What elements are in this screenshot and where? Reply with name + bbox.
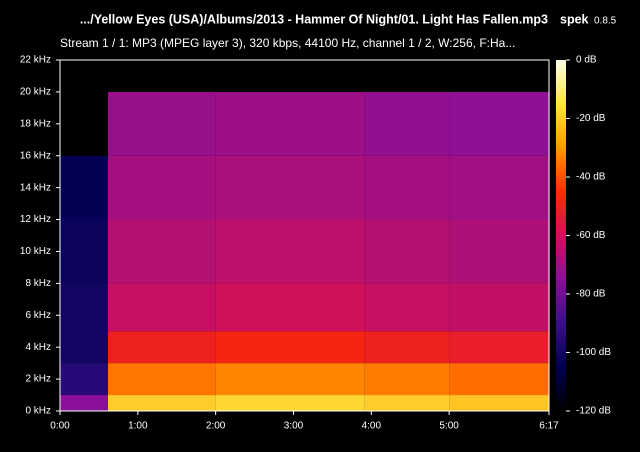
colorbar-tick-label: -40 dB (576, 172, 606, 183)
chart-subtitle: Stream 1 / 1: MP3 (MPEG layer 3), 320 kb… (60, 36, 515, 50)
colorbar-tick-label: -60 dB (576, 230, 606, 241)
x-tick-label: 3:00 (284, 421, 304, 432)
y-tick-label: 22 kHz (20, 55, 51, 66)
y-tick-label: 4 kHz (25, 342, 51, 353)
heatmap-cell (60, 219, 108, 284)
heatmap-cell (107, 219, 216, 284)
heatmap-cell (60, 60, 108, 92)
y-tick-label: 2 kHz (25, 374, 51, 385)
heatmap-cell (215, 395, 365, 411)
y-tick-label: 10 kHz (20, 246, 51, 257)
y-tick-label: 6 kHz (25, 310, 51, 321)
heatmap-cell (364, 155, 450, 220)
heatmap-cell (364, 283, 450, 332)
x-tick-label: 5:00 (439, 421, 459, 432)
heatmap-cell (60, 363, 108, 396)
heatmap-cell (107, 60, 216, 92)
x-tick-label: 4:00 (362, 421, 382, 432)
y-tick-label: 14 kHz (20, 182, 51, 193)
colorbar-tick-label: -120 dB (576, 406, 611, 417)
heatmap (60, 60, 549, 411)
heatmap-cell (215, 60, 365, 92)
heatmap-cell (364, 91, 450, 156)
x-tick-label: 1:00 (128, 421, 148, 432)
heatmap-cell (364, 395, 450, 411)
heatmap-cell (449, 331, 549, 364)
heatmap-cell (107, 363, 216, 396)
colorbar-tick-label: -100 dB (576, 347, 611, 358)
heatmap-cell (364, 363, 450, 396)
app-version: 0.8.5 (594, 16, 617, 27)
heatmap-cell (215, 91, 365, 156)
y-tick-label: 16 kHz (20, 150, 51, 161)
heatmap-cell (60, 283, 108, 332)
heatmap-cell (215, 219, 365, 284)
heatmap-cell (449, 60, 549, 92)
plot-frame (59, 59, 550, 412)
x-tick-label: 2:00 (206, 421, 226, 432)
heatmap-cell (215, 331, 365, 364)
chart-title: .../Yellow Eyes (USA)/Albums/2013 - Hamm… (80, 12, 548, 26)
heatmap-cell (449, 155, 549, 220)
heatmap-cell (60, 331, 108, 364)
colorbar-tick-label: 0 dB (576, 55, 597, 66)
heatmap-cell (107, 91, 216, 156)
app-name: spek (560, 12, 589, 26)
y-tick-label: 8 kHz (25, 278, 51, 289)
heatmap-cell (449, 283, 549, 332)
y-tick-label: 20 kHz (20, 87, 51, 98)
heatmap-cell (107, 395, 216, 411)
heatmap-cell (449, 219, 549, 284)
heatmap-cell (60, 91, 108, 156)
y-tick-label: 18 kHz (20, 118, 51, 129)
heatmap-cell (60, 395, 108, 411)
heatmap-cell (215, 363, 365, 396)
heatmap-cell (107, 283, 216, 332)
heatmap-cell (449, 395, 549, 411)
heatmap-cell (449, 363, 549, 396)
x-tick-label: 0:00 (50, 421, 70, 432)
heatmap-cell (364, 60, 450, 92)
heatmap-cell (215, 155, 365, 220)
colorbar (556, 60, 566, 411)
heatmap-cell (364, 331, 450, 364)
y-tick-label: 12 kHz (20, 214, 51, 225)
heatmap-cell (215, 283, 365, 332)
heatmap-cell (364, 219, 450, 284)
heatmap-cell (107, 155, 216, 220)
y-tick-label: 0 kHz (25, 406, 51, 417)
x-tick-label: 6:17 (539, 421, 559, 432)
heatmap-cell (60, 155, 108, 220)
heatmap-cell (449, 91, 549, 156)
colorbar-tick-label: -80 dB (576, 289, 606, 300)
colorbar-tick-label: -20 dB (576, 113, 606, 124)
heatmap-cell (107, 331, 216, 364)
